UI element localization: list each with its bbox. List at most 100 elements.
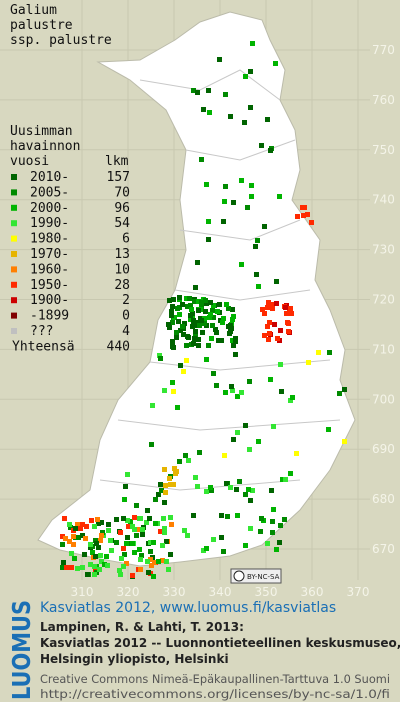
observation-square — [159, 488, 164, 493]
legend-total-count: 440 — [107, 339, 130, 354]
observation-square — [220, 320, 225, 325]
observation-square — [168, 552, 173, 557]
observation-square — [162, 467, 167, 472]
observation-square — [258, 529, 263, 534]
license-text: Creative Commons Nimeä-Epäkaupallinen-Ta… — [40, 672, 390, 686]
observation-square — [184, 358, 189, 363]
observation-square — [108, 538, 113, 543]
observation-square — [221, 549, 226, 554]
observation-square — [248, 105, 253, 110]
north-label: 690 — [372, 442, 395, 456]
observation-square — [169, 313, 174, 318]
observation-square — [199, 304, 204, 309]
legend-year-header: vuosi — [10, 154, 49, 169]
observation-square — [98, 553, 103, 558]
observation-square — [162, 530, 167, 535]
observation-square — [160, 558, 165, 563]
observation-square — [262, 311, 267, 316]
observation-square — [206, 88, 211, 93]
observation-square — [109, 548, 114, 553]
observation-square — [228, 485, 233, 490]
observation-square — [208, 300, 213, 305]
observation-square — [191, 341, 196, 346]
observation-square — [224, 481, 229, 486]
observation-square — [248, 526, 253, 531]
observation-square — [138, 557, 143, 562]
legend-label: 2005- — [30, 185, 69, 200]
observation-square — [342, 387, 347, 392]
legend-swatch — [11, 174, 17, 180]
observation-square — [268, 377, 273, 382]
observation-square — [180, 324, 185, 329]
observation-square — [197, 323, 202, 328]
observation-square — [132, 515, 137, 520]
observation-square — [174, 330, 179, 335]
region-borders — [99, 69, 341, 491]
observation-square — [217, 302, 222, 307]
observation-square — [247, 379, 252, 384]
observation-square — [160, 543, 165, 548]
observation-square — [229, 384, 234, 389]
north-label: 760 — [372, 93, 395, 107]
legend-swatch — [11, 251, 17, 257]
observation-square — [253, 244, 258, 249]
observation-square — [94, 541, 99, 546]
observation-square — [219, 338, 224, 343]
observation-square — [278, 328, 283, 333]
observation-square — [231, 437, 236, 442]
observation-square — [166, 567, 171, 572]
observation-square — [201, 107, 206, 112]
observation-square — [168, 515, 173, 520]
legend-label: 1990- — [30, 216, 69, 231]
badge-text: BY-NC-SA — [247, 573, 280, 581]
observation-square — [269, 302, 274, 307]
observation-square — [235, 513, 240, 518]
observation-square — [223, 92, 228, 97]
observation-square — [233, 336, 238, 341]
observation-square — [246, 487, 251, 492]
observation-square — [171, 482, 176, 487]
observation-square — [191, 513, 196, 518]
observation-square — [151, 574, 156, 579]
observation-square — [195, 90, 200, 95]
observation-square — [269, 488, 274, 493]
observation-square — [192, 336, 197, 341]
observation-square — [191, 88, 196, 93]
observation-square — [121, 564, 126, 569]
observation-square — [167, 298, 172, 303]
species-title: ssp. palustre — [10, 33, 112, 48]
observation-square — [199, 318, 204, 323]
east-label: 340 — [209, 585, 232, 599]
legend-count: 96 — [114, 201, 130, 216]
observation-square — [206, 343, 211, 348]
legend-count: 4 — [122, 324, 130, 339]
observation-square — [178, 363, 183, 368]
observation-square — [245, 205, 250, 210]
observation-square — [121, 546, 126, 551]
observation-square — [196, 337, 201, 342]
observation-square — [60, 565, 65, 570]
observation-square — [161, 516, 166, 521]
observation-square — [167, 325, 172, 330]
observation-square — [222, 199, 227, 204]
east-label: 330 — [163, 585, 186, 599]
observation-square — [249, 183, 254, 188]
legend-swatch — [11, 328, 17, 334]
observation-square — [283, 305, 288, 310]
observation-square — [214, 383, 219, 388]
observation-square — [275, 336, 280, 341]
observation-square — [80, 565, 85, 570]
observation-square — [148, 540, 153, 545]
observation-square — [219, 513, 224, 518]
observation-square — [89, 518, 94, 523]
observation-square — [68, 525, 73, 530]
observation-square — [270, 530, 275, 535]
observation-square — [170, 344, 175, 349]
observation-square — [60, 542, 65, 547]
observation-square — [164, 559, 169, 564]
legend-label: 1980- — [30, 232, 69, 247]
observation-square — [211, 537, 216, 542]
observation-square — [262, 224, 267, 229]
observation-square — [239, 262, 244, 267]
